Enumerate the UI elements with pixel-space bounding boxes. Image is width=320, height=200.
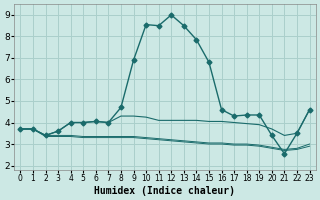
X-axis label: Humidex (Indice chaleur): Humidex (Indice chaleur) (94, 186, 236, 196)
